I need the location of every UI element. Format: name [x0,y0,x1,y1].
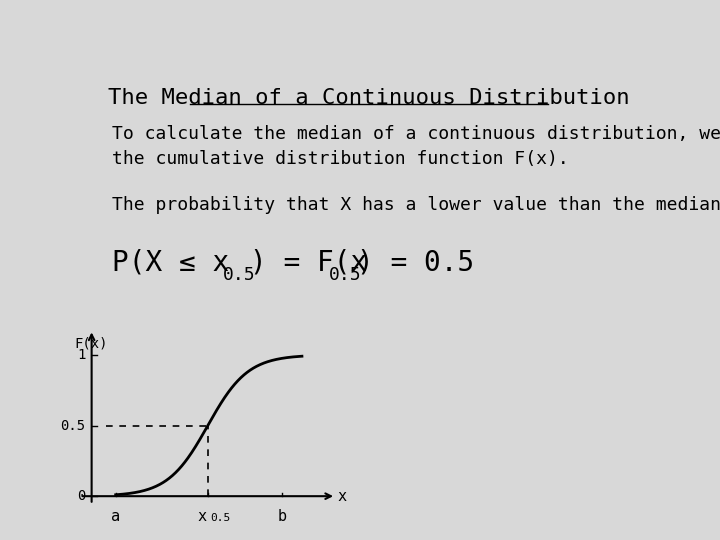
Text: 0.5: 0.5 [222,266,256,284]
Text: a: a [111,509,120,524]
Text: The Median of a Continuous Distribution: The Median of a Continuous Distribution [108,87,630,107]
Text: F(x): F(x) [75,336,108,350]
Text: P(X ≤ x: P(X ≤ x [112,248,230,276]
Text: The probability that X has a lower value than the median is 0.5.: The probability that X has a lower value… [112,196,720,214]
Text: To calculate the median of a continuous distribution, we must use
the cumulative: To calculate the median of a continuous … [112,125,720,168]
Text: b: b [277,509,287,524]
Text: 0: 0 [77,489,86,503]
Text: 1: 1 [77,348,86,362]
Text: ) = 0.5: ) = 0.5 [356,248,474,276]
Text: 0.5: 0.5 [210,513,230,523]
Text: 0.5: 0.5 [60,418,86,433]
Text: ) = F(x: ) = F(x [250,248,367,276]
Text: x: x [337,489,346,504]
Text: 0.5: 0.5 [329,266,361,284]
Text: x: x [198,509,207,524]
